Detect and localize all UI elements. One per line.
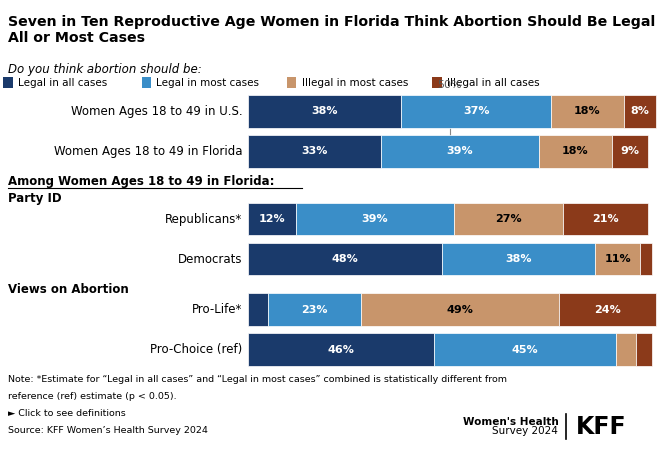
Bar (442, 243, 595, 276)
Text: 39%: 39% (362, 214, 388, 224)
Text: Pro-Life*: Pro-Life* (192, 303, 242, 316)
Text: Among Women Ages 18 to 49 in Florida:: Among Women Ages 18 to 49 in Florida: (8, 175, 275, 188)
Bar (248, 293, 268, 326)
Bar (248, 243, 442, 276)
Bar (640, 243, 652, 276)
Bar (454, 203, 563, 236)
Text: Women's Health: Women's Health (463, 417, 558, 427)
Text: 50%: 50% (438, 80, 462, 90)
Text: Note: *Estimate for “Legal in all cases” and “Legal in most cases” combined is s: Note: *Estimate for “Legal in all cases”… (8, 375, 507, 384)
Text: Women Ages 18 to 49 in Florida: Women Ages 18 to 49 in Florida (53, 145, 242, 158)
Text: Legal in most cases: Legal in most cases (156, 78, 259, 88)
Text: 21%: 21% (592, 214, 619, 224)
Text: 37%: 37% (463, 106, 489, 116)
Text: Pro-Choice (ref): Pro-Choice (ref) (150, 343, 242, 356)
Bar (381, 135, 539, 168)
Text: Source: KFF Women’s Health Survey 2024: Source: KFF Women’s Health Survey 2024 (8, 426, 208, 435)
Text: reference (ref) estimate (p < 0.05).: reference (ref) estimate (p < 0.05). (8, 392, 176, 401)
Bar (248, 135, 381, 168)
Text: Women Ages 18 to 49 in U.S.: Women Ages 18 to 49 in U.S. (71, 105, 242, 118)
Text: 11%: 11% (605, 254, 631, 264)
Text: 49%: 49% (446, 305, 473, 315)
Bar (401, 95, 551, 128)
Text: Seven in Ten Reproductive Age Women in Florida Think Abortion Should Be Legal in: Seven in Ten Reproductive Age Women in F… (8, 15, 660, 45)
Bar (268, 293, 361, 326)
Text: 38%: 38% (506, 254, 532, 264)
Bar (539, 135, 612, 168)
Text: 23%: 23% (301, 305, 327, 315)
Bar (142, 77, 151, 88)
Text: 48%: 48% (331, 254, 358, 264)
Bar (595, 243, 640, 276)
Text: ► Click to see definitions: ► Click to see definitions (8, 409, 125, 418)
Bar (248, 333, 434, 366)
Bar (563, 203, 648, 236)
Text: 24%: 24% (594, 305, 621, 315)
Text: Do you think abortion should be:: Do you think abortion should be: (8, 63, 202, 76)
Bar (559, 293, 656, 326)
Text: Survey 2024: Survey 2024 (492, 426, 558, 436)
Text: 9%: 9% (620, 146, 640, 156)
Text: Republicans*: Republicans* (165, 212, 242, 226)
Text: Democrats: Democrats (178, 252, 242, 266)
Text: 45%: 45% (512, 345, 538, 355)
Bar (624, 95, 656, 128)
Text: Illegal in all cases: Illegal in all cases (447, 78, 539, 88)
Text: 27%: 27% (495, 214, 522, 224)
Text: Legal in all cases: Legal in all cases (18, 78, 107, 88)
Bar (296, 203, 454, 236)
Text: 46%: 46% (327, 345, 354, 355)
Bar (636, 333, 652, 366)
Text: 39%: 39% (447, 146, 473, 156)
Text: 18%: 18% (574, 106, 601, 116)
Bar (551, 95, 624, 128)
Text: 18%: 18% (562, 146, 589, 156)
Bar (3, 77, 13, 88)
Text: KFF: KFF (576, 415, 627, 439)
Text: 12%: 12% (259, 214, 285, 224)
Bar (287, 77, 296, 88)
Bar (616, 333, 636, 366)
Bar (248, 203, 296, 236)
Text: Party ID: Party ID (8, 192, 61, 205)
Bar (361, 293, 559, 326)
Text: 8%: 8% (630, 106, 649, 116)
Text: 33%: 33% (301, 146, 327, 156)
Bar (434, 333, 616, 366)
Text: Views on Abortion: Views on Abortion (8, 283, 129, 296)
Bar (432, 77, 442, 88)
Bar (248, 95, 401, 128)
Text: Illegal in most cases: Illegal in most cases (302, 78, 408, 88)
Bar (612, 135, 648, 168)
Text: 38%: 38% (311, 106, 338, 116)
